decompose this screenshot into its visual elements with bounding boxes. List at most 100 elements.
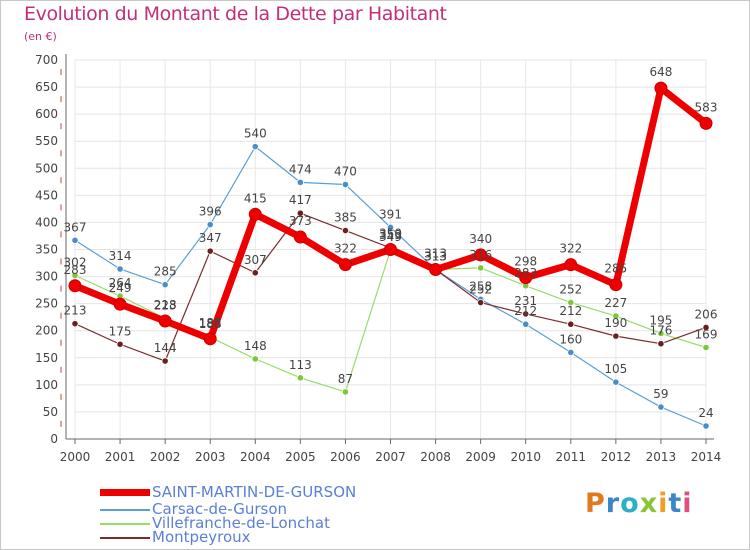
y-tick-label: 100 xyxy=(35,378,58,392)
data-point xyxy=(474,248,488,262)
data-point xyxy=(657,403,665,411)
x-tick-label: 2000 xyxy=(60,450,91,464)
data-point xyxy=(338,258,352,272)
data-point xyxy=(612,378,620,386)
data-label: 417 xyxy=(289,193,312,207)
x-tick-label: 2003 xyxy=(195,450,226,464)
data-label: 59 xyxy=(653,387,668,401)
data-label: 313 xyxy=(424,247,447,261)
data-label: 176 xyxy=(649,324,672,338)
y-tick-label: 550 xyxy=(35,134,58,148)
legend-item-saint-martin-de-gurson: SAINT-MARTIN-DE-GURSON xyxy=(100,484,356,500)
data-label: 252 xyxy=(559,283,582,297)
data-label: 307 xyxy=(244,253,267,267)
data-label: 258 xyxy=(469,279,492,293)
legend-label: Montpeyroux xyxy=(152,528,251,546)
data-label: 285 xyxy=(154,265,177,279)
data-point xyxy=(519,271,533,285)
data-point xyxy=(296,178,304,186)
data-point xyxy=(296,209,304,217)
data-point xyxy=(522,310,530,318)
legend-swatch xyxy=(100,489,150,496)
data-point xyxy=(71,320,79,328)
data-point xyxy=(384,243,397,256)
axes: 0 50 100 150 200 250 300 350 400 450 500 550 600 650 7… xyxy=(35,53,721,464)
data-label: 285 xyxy=(604,262,627,276)
data-label: 249 xyxy=(109,281,132,295)
y-tick-label: 450 xyxy=(35,188,58,202)
data-point xyxy=(654,81,668,95)
data-label: 353 xyxy=(379,228,402,242)
data-label: 283 xyxy=(514,266,537,280)
legend-item-carsac-de-gurson: Carsac-de-Gurson xyxy=(100,501,287,517)
data-label: 212 xyxy=(514,304,537,318)
data-point xyxy=(612,332,620,340)
data-label: 314 xyxy=(109,249,132,263)
x-tick-label: 2009 xyxy=(465,450,496,464)
data-point xyxy=(248,207,262,221)
data-label: 349 xyxy=(379,230,402,244)
logo-letter: t xyxy=(668,488,683,519)
legend-label: Carsac-de-Gurson xyxy=(152,500,288,518)
data-point xyxy=(657,340,665,348)
data-point xyxy=(657,329,665,338)
data-label: 105 xyxy=(604,362,627,376)
y-tick-label: 50 xyxy=(43,405,58,419)
data-label: 144 xyxy=(154,341,177,355)
data-label: 169 xyxy=(695,327,718,341)
data-point xyxy=(567,348,575,356)
legend-swatch xyxy=(100,536,150,539)
data-label: 190 xyxy=(604,316,627,330)
legend-item-villefranche-de-lonchat: Villefranche-de-Lonchat xyxy=(100,515,330,531)
data-point xyxy=(203,332,217,346)
data-point xyxy=(341,180,350,189)
x-tick-label: 2012 xyxy=(601,450,632,464)
data-label: 373 xyxy=(289,214,312,228)
data-point xyxy=(609,278,623,292)
data-label: 347 xyxy=(199,231,222,245)
data-label: 316 xyxy=(469,248,492,262)
data-label: 213 xyxy=(64,304,87,318)
chart-title: Evolution du Montant de la Dette par Hab… xyxy=(24,3,447,25)
data-point xyxy=(296,374,304,382)
data-point xyxy=(251,355,259,363)
data-label: 87 xyxy=(338,372,353,386)
data-point xyxy=(68,279,82,293)
logo-letter: i xyxy=(658,488,669,519)
x-tick-label: 2006 xyxy=(330,450,361,464)
data-labels: 367 314 285 396 540 474 470 391 313 258 212 160 105 5… xyxy=(64,65,718,420)
data-point xyxy=(567,320,575,328)
y-tick-label: 400 xyxy=(35,215,58,229)
data-point xyxy=(567,298,575,307)
data-point xyxy=(161,281,169,289)
data-label: 227 xyxy=(604,296,627,310)
data-label: 415 xyxy=(244,191,267,205)
data-label: 367 xyxy=(64,220,87,234)
data-label: 188 xyxy=(199,317,222,331)
data-point xyxy=(341,388,350,396)
data-label: 264 xyxy=(109,276,132,290)
logo-letter: i xyxy=(682,488,693,519)
data-label: 283 xyxy=(64,263,87,277)
data-point xyxy=(702,323,710,332)
data-point xyxy=(612,312,620,320)
y-tick-label: 500 xyxy=(35,161,58,175)
data-point xyxy=(71,271,79,280)
data-point xyxy=(251,269,259,277)
data-label: 185 xyxy=(199,316,222,330)
data-point xyxy=(206,247,214,255)
data-label: 148 xyxy=(244,339,267,353)
data-label: 540 xyxy=(244,127,267,141)
x-tick-label: 2010 xyxy=(510,450,541,464)
data-point xyxy=(116,340,124,348)
data-label: 583 xyxy=(695,100,718,114)
x-tick-label: 2007 xyxy=(375,450,406,464)
data-point xyxy=(251,143,259,151)
data-label: 24 xyxy=(698,406,713,420)
data-label: 648 xyxy=(649,65,672,79)
data-point xyxy=(702,422,710,430)
data-point xyxy=(477,264,485,272)
y-tick-label: 200 xyxy=(35,324,58,338)
data-label: 298 xyxy=(514,255,537,269)
